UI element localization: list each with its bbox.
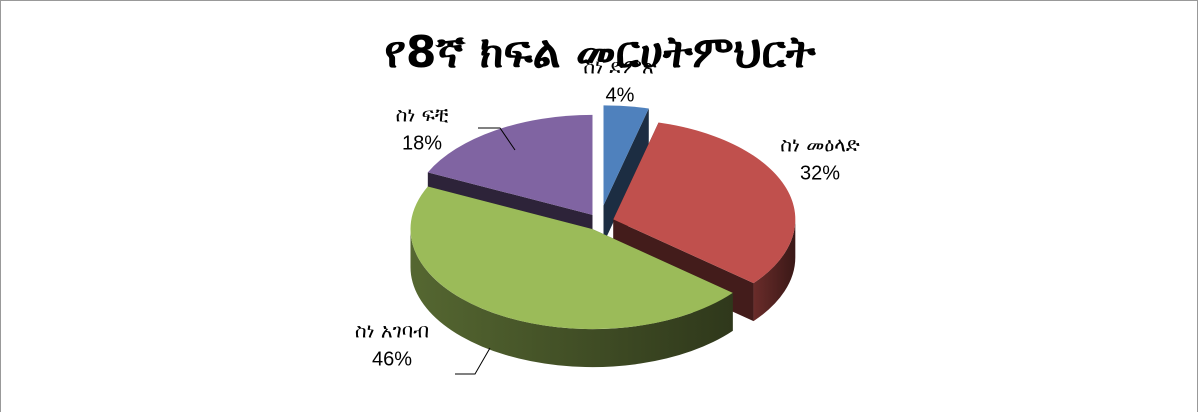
category-label: ስነ አገባብ	[355, 319, 429, 343]
pie-slice	[410, 186, 733, 368]
value-label: 32%	[800, 162, 840, 184]
slice-top	[427, 114, 593, 215]
pie-slice	[603, 105, 649, 244]
slice-side	[410, 229, 733, 368]
leader-line	[478, 127, 516, 151]
chart-title: የ8ኛ ክፍል መርሀትምህርት	[384, 27, 816, 78]
category-label: ስነ መዕላድ	[780, 133, 860, 157]
value-label: 46%	[372, 348, 412, 370]
category-label: ስነ ድምጽ	[583, 55, 657, 79]
value-label: 4%	[606, 84, 635, 106]
leader-line	[455, 347, 491, 375]
slice-wall	[603, 108, 649, 244]
slice-top	[603, 105, 649, 206]
slice-top	[613, 122, 796, 284]
slice-top	[410, 186, 733, 330]
slice-side	[753, 219, 796, 322]
category-label: ስነ ፍቺ	[396, 103, 449, 127]
value-label: 18%	[402, 132, 442, 154]
